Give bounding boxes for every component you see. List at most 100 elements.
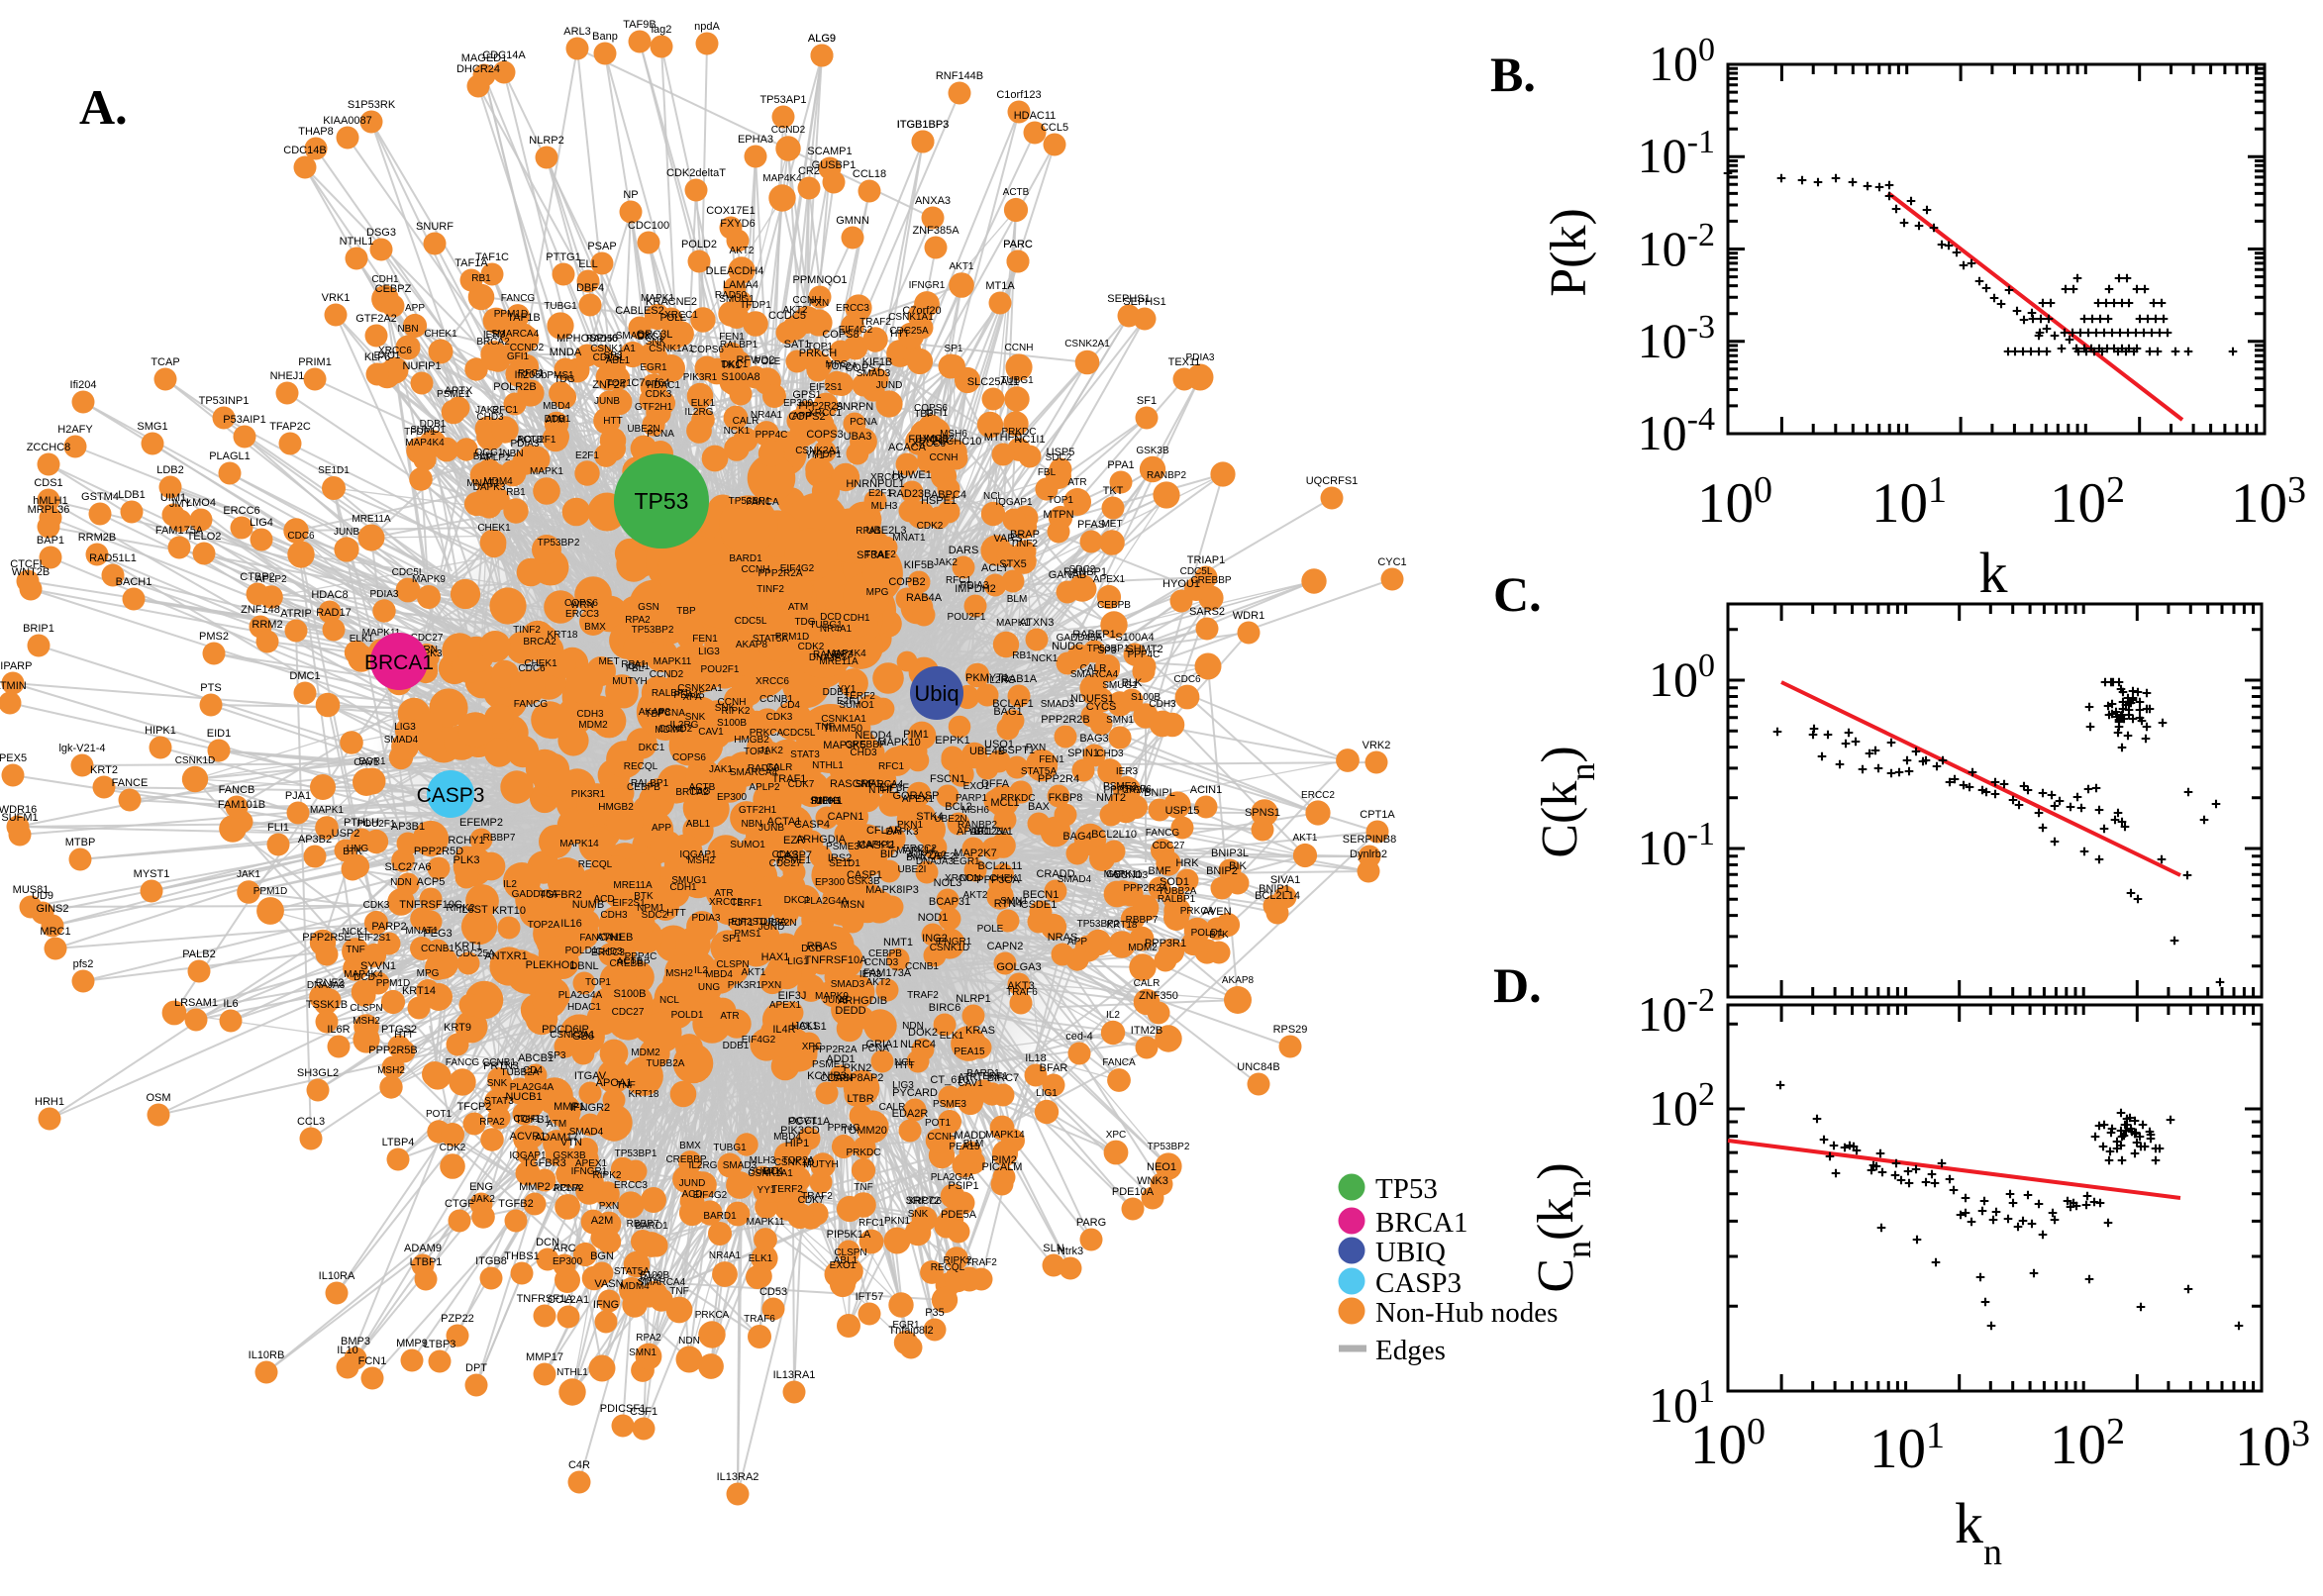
- svg-text:IFNG: IFNG: [593, 1299, 619, 1311]
- svg-text:PPP4C: PPP4C: [828, 1123, 860, 1134]
- svg-text:GFI1: GFI1: [926, 408, 949, 419]
- svg-text:SLC27A6: SLC27A6: [384, 861, 431, 873]
- svg-text:P35: P35: [925, 1307, 945, 1319]
- svg-text:HMGB2: HMGB2: [598, 802, 634, 813]
- svg-text:CDC5L: CDC5L: [783, 728, 816, 739]
- svg-text:TOP1: TOP1: [585, 977, 611, 988]
- svg-text:MPG: MPG: [866, 587, 889, 598]
- svg-text:GSK3B: GSK3B: [1136, 446, 1169, 456]
- svg-text:UBE4B: UBE4B: [969, 746, 1005, 757]
- svg-text:CDH1: CDH1: [513, 1114, 541, 1125]
- svg-text:BAG4: BAG4: [1062, 831, 1091, 843]
- svg-text:CHEK1: CHEK1: [524, 658, 557, 669]
- svg-text:DDB1: DDB1: [545, 414, 571, 425]
- svg-text:PRIM1: PRIM1: [298, 356, 332, 368]
- svg-text:UD9: UD9: [32, 890, 53, 902]
- svg-text:S100A4: S100A4: [1115, 632, 1154, 644]
- svg-text:XPC: XPC: [1106, 1130, 1127, 1141]
- svg-text:ERCC3: ERCC3: [836, 303, 869, 314]
- svg-text:POLE: POLE: [977, 924, 1004, 935]
- svg-text:ATM: ATM: [788, 602, 808, 613]
- svg-text:POLE: POLE: [660, 313, 687, 324]
- svg-text:TP53BP1: TP53BP1: [1087, 644, 1130, 654]
- svg-text:NP: NP: [623, 189, 638, 201]
- svg-text:MSH2: MSH2: [687, 855, 715, 866]
- svg-text:ELK1: ELK1: [940, 1031, 964, 1042]
- svg-text:SMAD4: SMAD4: [569, 1127, 604, 1138]
- svg-text:MUTYH: MUTYH: [612, 676, 648, 687]
- svg-text:LTBP4: LTBP4: [382, 1137, 415, 1148]
- svg-text:RALBP1: RALBP1: [720, 340, 758, 350]
- svg-text:RPA2: RPA2: [636, 1333, 661, 1344]
- svg-text:ELK1: ELK1: [749, 1253, 773, 1264]
- svg-text:TOP1: TOP1: [1048, 495, 1073, 506]
- svg-text:NTHL1: NTHL1: [556, 1367, 588, 1378]
- svg-text:Ifi204: Ifi204: [70, 379, 97, 391]
- svg-text:LIG1: LIG1: [1036, 1088, 1058, 1099]
- svg-text:DBNL: DBNL: [569, 960, 598, 972]
- svg-text:TRAF2: TRAF2: [801, 1191, 833, 1202]
- svg-text:BCL2L14: BCL2L14: [1255, 890, 1300, 902]
- svg-text:PCNA: PCNA: [647, 429, 674, 440]
- svg-text:MBD4: MBD4: [773, 1132, 801, 1143]
- svg-text:PARP1: PARP1: [956, 793, 987, 804]
- svg-text:MDM4: MDM4: [655, 725, 684, 736]
- svg-text:ZNF148: ZNF148: [241, 604, 280, 616]
- svg-text:k: k: [1979, 541, 2008, 605]
- svg-text:YY1: YY1: [806, 450, 825, 461]
- svg-text:EPPK1: EPPK1: [935, 735, 969, 747]
- svg-text:PMS1: PMS1: [547, 370, 574, 381]
- svg-text:CPT1A: CPT1A: [1360, 809, 1395, 821]
- svg-text:MNAT1: MNAT1: [892, 533, 926, 544]
- svg-text:FKBP8: FKBP8: [1049, 792, 1083, 804]
- svg-text:APP: APP: [405, 303, 425, 314]
- svg-text:TRAF2: TRAF2: [859, 317, 891, 328]
- svg-text:CREBBP: CREBBP: [665, 1154, 706, 1165]
- svg-text:MBD4: MBD4: [543, 401, 570, 412]
- svg-text:TBP: TBP: [676, 606, 696, 617]
- svg-text:TSSK1B: TSSK1B: [306, 999, 348, 1011]
- svg-text:FANCA: FANCA: [1102, 1057, 1136, 1068]
- svg-text:RFC1: RFC1: [878, 761, 905, 772]
- svg-text:Non-Hub nodes: Non-Hub nodes: [1375, 1297, 1558, 1329]
- svg-text:PDIA3: PDIA3: [511, 439, 540, 449]
- svg-text:IFNGR1: IFNGR1: [936, 937, 972, 948]
- svg-text:BGN: BGN: [590, 1250, 614, 1262]
- svg-text:HMGB2: HMGB2: [734, 735, 769, 746]
- svg-text:PALB2: PALB2: [182, 948, 215, 960]
- svg-text:ACP5: ACP5: [417, 876, 446, 888]
- svg-text:XRCC6: XRCC6: [378, 346, 412, 356]
- svg-text:MAPK11: MAPK11: [858, 840, 896, 850]
- svg-text:TNF: TNF: [854, 1182, 872, 1193]
- svg-text:APLP2: APLP2: [255, 574, 287, 585]
- svg-text:PXN: PXN: [599, 1201, 620, 1212]
- svg-text:RALBP1: RALBP1: [1158, 894, 1196, 905]
- svg-text:C1orf123: C1orf123: [996, 89, 1041, 101]
- svg-text:UBA3: UBA3: [844, 431, 872, 443]
- svg-text:YY1: YY1: [758, 1185, 776, 1196]
- svg-text:NEO1: NEO1: [1147, 1161, 1176, 1173]
- svg-text:SMAD3: SMAD3: [857, 368, 891, 379]
- svg-text:DKC1: DKC1: [722, 359, 749, 370]
- svg-text:PPM1D: PPM1D: [494, 309, 528, 320]
- svg-text:AKAP8: AKAP8: [1222, 975, 1255, 986]
- svg-text:MDM2: MDM2: [1128, 943, 1158, 953]
- svg-text:POT1: POT1: [728, 918, 755, 929]
- svg-text:RRM2B: RRM2B: [78, 532, 117, 544]
- svg-text:FLI1: FLI1: [267, 822, 289, 834]
- svg-text:KRT9: KRT9: [444, 1022, 471, 1034]
- svg-text:PCNA: PCNA: [850, 417, 877, 428]
- svg-text:TP53AP1: TP53AP1: [759, 94, 806, 106]
- svg-text:XRCC1: XRCC1: [808, 408, 842, 419]
- svg-text:RFC1: RFC1: [492, 405, 519, 416]
- svg-text:FANCG: FANCG: [1146, 828, 1180, 839]
- svg-text:PARC: PARC: [1003, 239, 1033, 250]
- svg-text:CAV1: CAV1: [958, 1078, 983, 1089]
- svg-text:BARD1: BARD1: [966, 1068, 1000, 1079]
- svg-text:DAPK3: DAPK3: [886, 827, 919, 838]
- svg-text:RB1: RB1: [506, 487, 526, 498]
- svg-text:npdA: npdA: [694, 21, 720, 33]
- svg-text:NTHL1: NTHL1: [812, 760, 844, 771]
- svg-text:AKT1: AKT1: [949, 261, 973, 272]
- svg-text:Edges: Edges: [1375, 1335, 1446, 1366]
